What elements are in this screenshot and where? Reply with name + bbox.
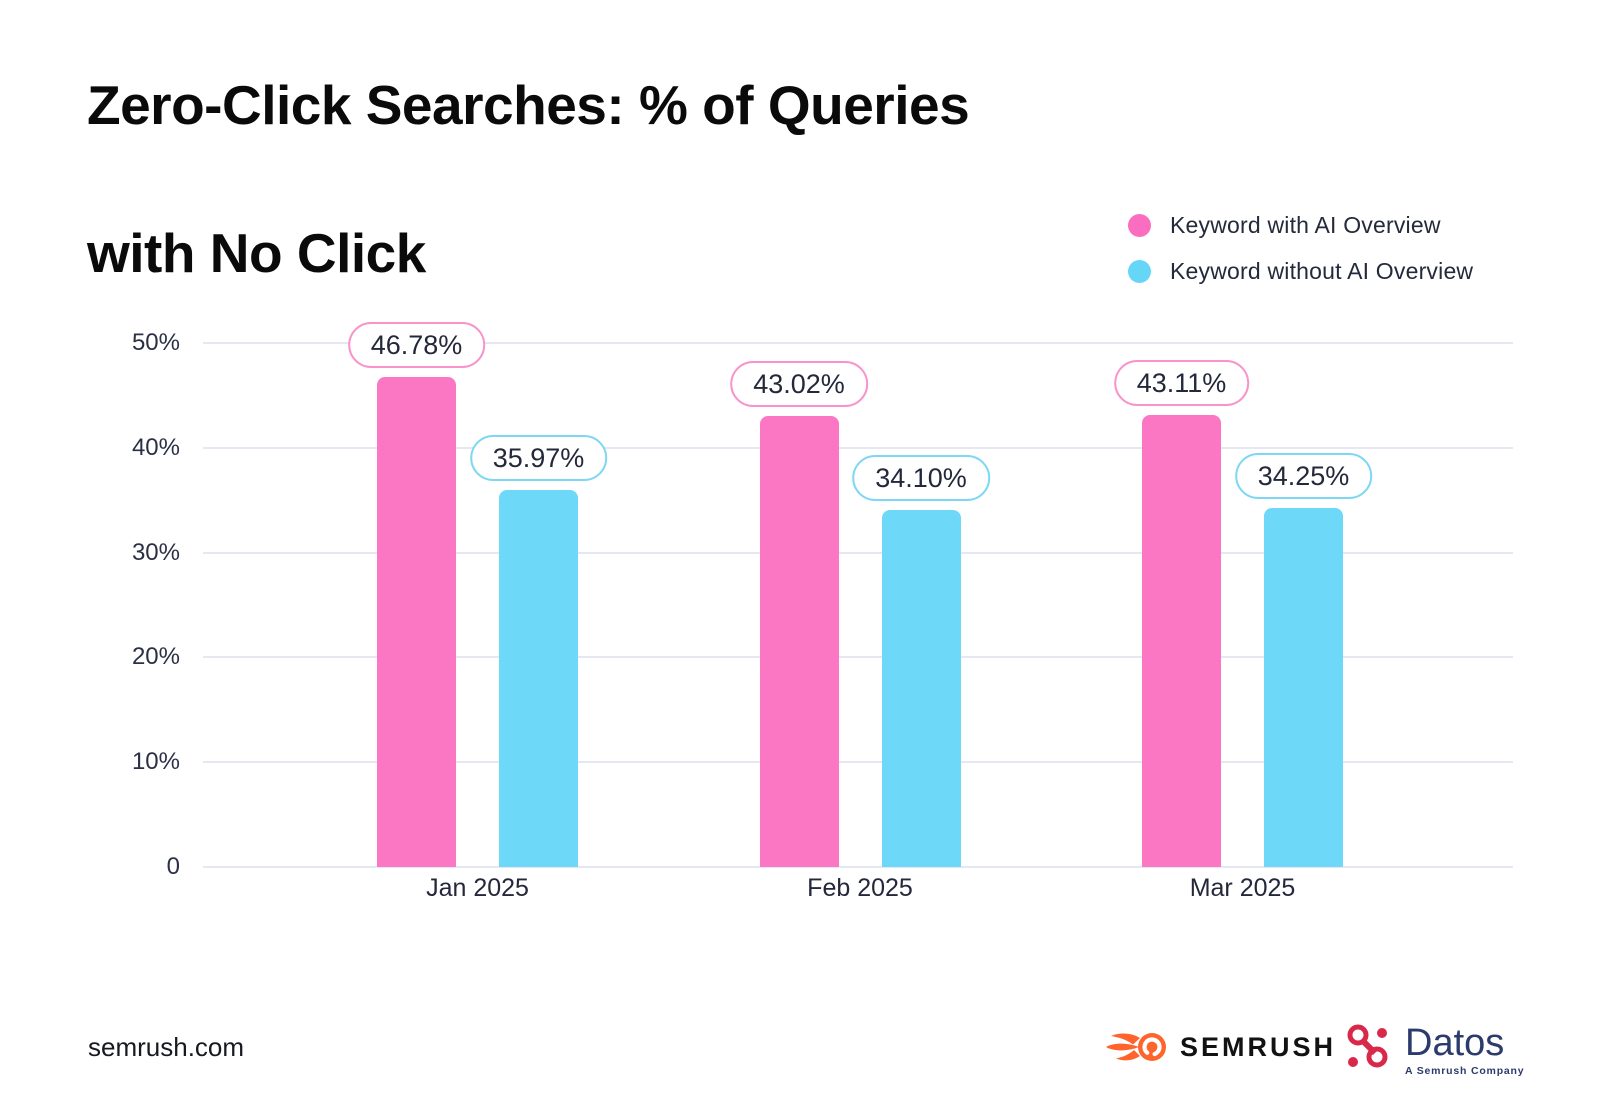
- bar-keyword-with-ai-overview-jan-2025: [377, 376, 456, 867]
- legend-item-with-ai-overview: Keyword with AI Overview: [1128, 212, 1473, 238]
- datos-logo: Datos A Semrush Company: [1345, 1024, 1524, 1077]
- gridline-0: [203, 866, 1513, 868]
- gridline-40-: [203, 446, 1513, 449]
- page-title: Zero-Click Searches: % of Queries with N…: [87, 68, 970, 290]
- value-label-keyword-with-ai-overview-jan-2025: 46.78%: [347, 321, 486, 368]
- bar-keyword-with-ai-overview-mar-2025: [1142, 415, 1221, 867]
- legend-dot-pink-icon: [1128, 214, 1151, 237]
- bar-keyword-without-ai-overview-jan-2025: [499, 490, 578, 867]
- datos-wordmark: Datos: [1405, 1022, 1505, 1064]
- x-axis-label-mar-2025: Mar 2025: [1189, 874, 1296, 902]
- y-axis-tick-20-: 20%: [131, 643, 180, 671]
- value-label-keyword-without-ai-overview-mar-2025: 34.25%: [1234, 453, 1373, 500]
- y-axis-tick-40-: 40%: [131, 433, 180, 461]
- bar-keyword-without-ai-overview-feb-2025: [881, 509, 961, 867]
- datos-nodes-icon: [1347, 1024, 1388, 1068]
- y-axis-tick-10-: 10%: [131, 748, 180, 776]
- legend: Keyword with AI Overview Keyword without…: [1128, 212, 1474, 305]
- semrush-wordmark: SEMRUSH: [1180, 1031, 1337, 1062]
- gridline-30-: [203, 551, 1513, 554]
- y-axis-tick-0: 0: [166, 853, 180, 880]
- page-title-line1: Zero-Click Searches: % of Queries: [87, 74, 970, 136]
- x-axis-label-jan-2025: Jan 2025: [426, 874, 529, 902]
- legend-label: Keyword with AI Overview: [1170, 212, 1441, 238]
- semrush-flame-icon: [1106, 1033, 1166, 1061]
- value-label-keyword-without-ai-overview-feb-2025: 34.10%: [852, 454, 990, 501]
- y-axis-tick-50-: 50%: [131, 329, 180, 356]
- datos-tagline: A Semrush Company: [1405, 1065, 1525, 1077]
- x-axis-label-feb-2025: Feb 2025: [807, 874, 913, 902]
- gridline-50-: [203, 342, 1513, 344]
- value-label-keyword-with-ai-overview-feb-2025: 43.02%: [730, 361, 868, 408]
- gridline-10-: [203, 761, 1513, 764]
- semrush-logo: SEMRUSH: [1106, 1031, 1336, 1063]
- source-url: semrush.com: [88, 1032, 245, 1062]
- page-title-line2: with No Click: [87, 222, 426, 284]
- y-axis-tick-30-: 30%: [131, 538, 180, 566]
- legend-item-without-ai-overview: Keyword without AI Overview: [1128, 258, 1474, 284]
- bar-keyword-without-ai-overview-mar-2025: [1264, 508, 1343, 867]
- legend-label: Keyword without AI Overview: [1170, 258, 1474, 284]
- value-label-keyword-without-ai-overview-jan-2025: 35.97%: [469, 435, 608, 482]
- bar-keyword-with-ai-overview-feb-2025: [759, 416, 839, 867]
- value-label-keyword-with-ai-overview-mar-2025: 43.11%: [1113, 360, 1250, 407]
- legend-dot-blue-icon: [1128, 260, 1151, 283]
- gridline-20-: [203, 656, 1513, 659]
